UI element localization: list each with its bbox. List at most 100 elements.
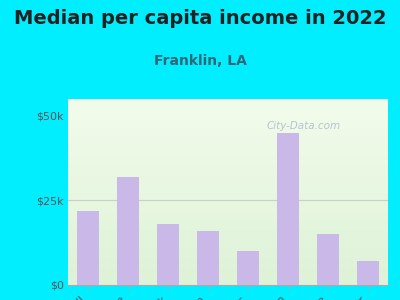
Bar xyxy=(68,115,388,116)
Bar xyxy=(68,175,388,176)
Bar xyxy=(77,211,99,285)
Bar xyxy=(68,182,388,183)
Bar xyxy=(68,100,388,101)
Bar xyxy=(68,249,388,250)
Bar xyxy=(68,171,388,172)
Bar xyxy=(68,111,388,112)
Bar xyxy=(68,233,388,234)
Bar xyxy=(68,110,388,111)
Bar xyxy=(68,112,388,114)
Bar xyxy=(68,209,388,211)
Bar xyxy=(68,148,388,150)
Bar xyxy=(317,234,339,285)
Bar xyxy=(68,156,388,157)
Bar xyxy=(68,206,388,207)
Bar xyxy=(68,248,388,249)
Bar xyxy=(237,251,259,285)
Bar xyxy=(68,244,388,245)
Bar xyxy=(68,177,388,178)
Bar xyxy=(68,224,388,226)
Bar xyxy=(68,104,388,105)
Bar xyxy=(68,240,388,242)
Bar xyxy=(68,168,388,170)
Bar xyxy=(68,172,388,173)
Bar xyxy=(68,99,388,100)
Bar xyxy=(68,187,388,188)
Bar xyxy=(117,177,139,285)
Bar xyxy=(68,124,388,125)
Bar xyxy=(68,134,388,135)
Bar xyxy=(68,260,388,261)
Bar xyxy=(68,145,388,146)
Bar xyxy=(68,157,388,158)
Bar xyxy=(68,234,388,236)
Bar xyxy=(68,198,388,200)
Bar xyxy=(68,268,388,269)
Bar xyxy=(68,121,388,123)
Bar xyxy=(68,109,388,110)
Bar xyxy=(68,147,388,148)
Bar xyxy=(68,272,388,273)
Bar xyxy=(68,140,388,141)
Bar xyxy=(68,119,388,120)
Bar xyxy=(68,247,388,248)
Bar xyxy=(68,278,388,279)
Bar xyxy=(68,207,388,208)
Bar xyxy=(68,275,388,276)
Bar xyxy=(68,130,388,131)
Bar xyxy=(68,158,388,160)
Bar xyxy=(68,137,388,139)
Bar xyxy=(68,213,388,214)
Bar xyxy=(68,255,388,256)
Bar xyxy=(68,183,388,184)
Bar xyxy=(68,114,388,115)
Bar xyxy=(68,264,388,265)
Bar xyxy=(68,196,388,197)
Bar xyxy=(68,265,388,266)
Bar xyxy=(68,251,388,253)
Bar xyxy=(68,192,388,193)
Bar xyxy=(68,123,388,124)
Bar xyxy=(68,208,388,209)
Bar xyxy=(68,167,388,168)
Bar xyxy=(68,223,388,224)
Bar xyxy=(68,217,388,218)
Bar xyxy=(68,135,388,136)
Bar xyxy=(68,150,388,151)
Bar xyxy=(68,201,388,202)
Bar xyxy=(68,194,388,196)
Bar xyxy=(68,151,388,152)
Bar xyxy=(68,202,388,203)
Bar xyxy=(68,203,388,204)
Bar xyxy=(68,120,388,121)
Bar xyxy=(68,250,388,251)
Bar xyxy=(68,133,388,134)
Bar xyxy=(197,231,219,285)
Bar xyxy=(68,181,388,182)
Bar xyxy=(68,126,388,128)
Text: City-Data.com: City-Data.com xyxy=(266,121,340,131)
Bar xyxy=(68,180,388,181)
Bar xyxy=(68,263,388,264)
Bar xyxy=(68,131,388,133)
Bar xyxy=(68,186,388,187)
Bar xyxy=(68,108,388,109)
Bar xyxy=(68,220,388,222)
Bar xyxy=(68,106,388,108)
Bar xyxy=(68,230,388,232)
Bar xyxy=(68,142,388,144)
Bar xyxy=(68,242,388,243)
Bar xyxy=(68,281,388,283)
Bar xyxy=(68,216,388,217)
Bar xyxy=(68,193,388,194)
Bar xyxy=(68,261,388,263)
Bar xyxy=(68,228,388,229)
Bar xyxy=(68,259,388,260)
Bar xyxy=(68,188,388,190)
Bar xyxy=(68,283,388,284)
Bar xyxy=(68,266,388,268)
Bar xyxy=(68,218,388,219)
Bar xyxy=(68,204,388,206)
Bar xyxy=(68,226,388,227)
Bar xyxy=(68,164,388,165)
